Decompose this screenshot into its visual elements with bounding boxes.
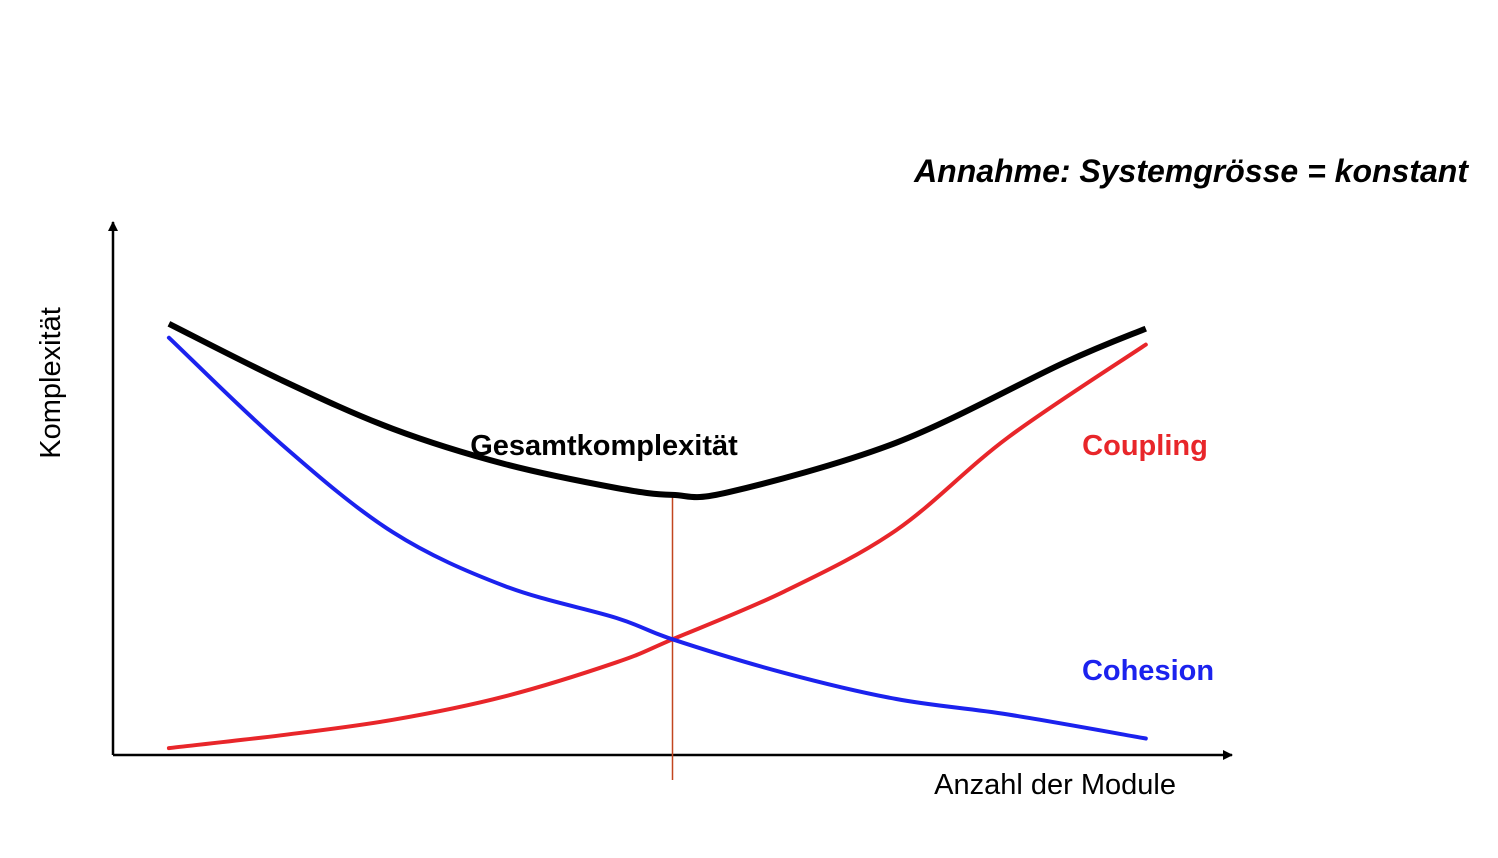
x-axis-label: Anzahl der Module: [934, 769, 1176, 801]
gesamtkomplexitaet-label: Gesamtkomplexität: [470, 430, 738, 462]
cohesion-line: [166, 335, 1148, 741]
y-axis-label: Komplexität: [35, 307, 67, 459]
cohesion-label: Cohesion: [1082, 655, 1214, 687]
coupling-label: Coupling: [1082, 430, 1208, 462]
coupling-line: [166, 342, 1148, 751]
assumption-annotation: Annahme: Systemgrösse = konstant: [913, 153, 1469, 189]
gesamtkomplexitaet-line: [167, 321, 1147, 501]
